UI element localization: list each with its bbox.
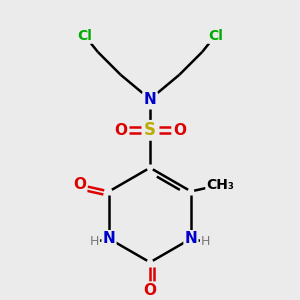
Text: O: O [114,123,127,138]
Text: N: N [144,92,156,107]
Text: Cl: Cl [208,28,223,43]
Text: O: O [73,177,86,192]
Text: N: N [103,231,116,246]
Text: H: H [201,236,210,248]
Text: H: H [90,236,99,248]
Text: S: S [144,121,156,139]
Text: CH₃: CH₃ [206,178,234,192]
Text: O: O [173,123,186,138]
Text: O: O [143,283,157,298]
Text: N: N [184,231,197,246]
Text: Cl: Cl [77,28,92,43]
